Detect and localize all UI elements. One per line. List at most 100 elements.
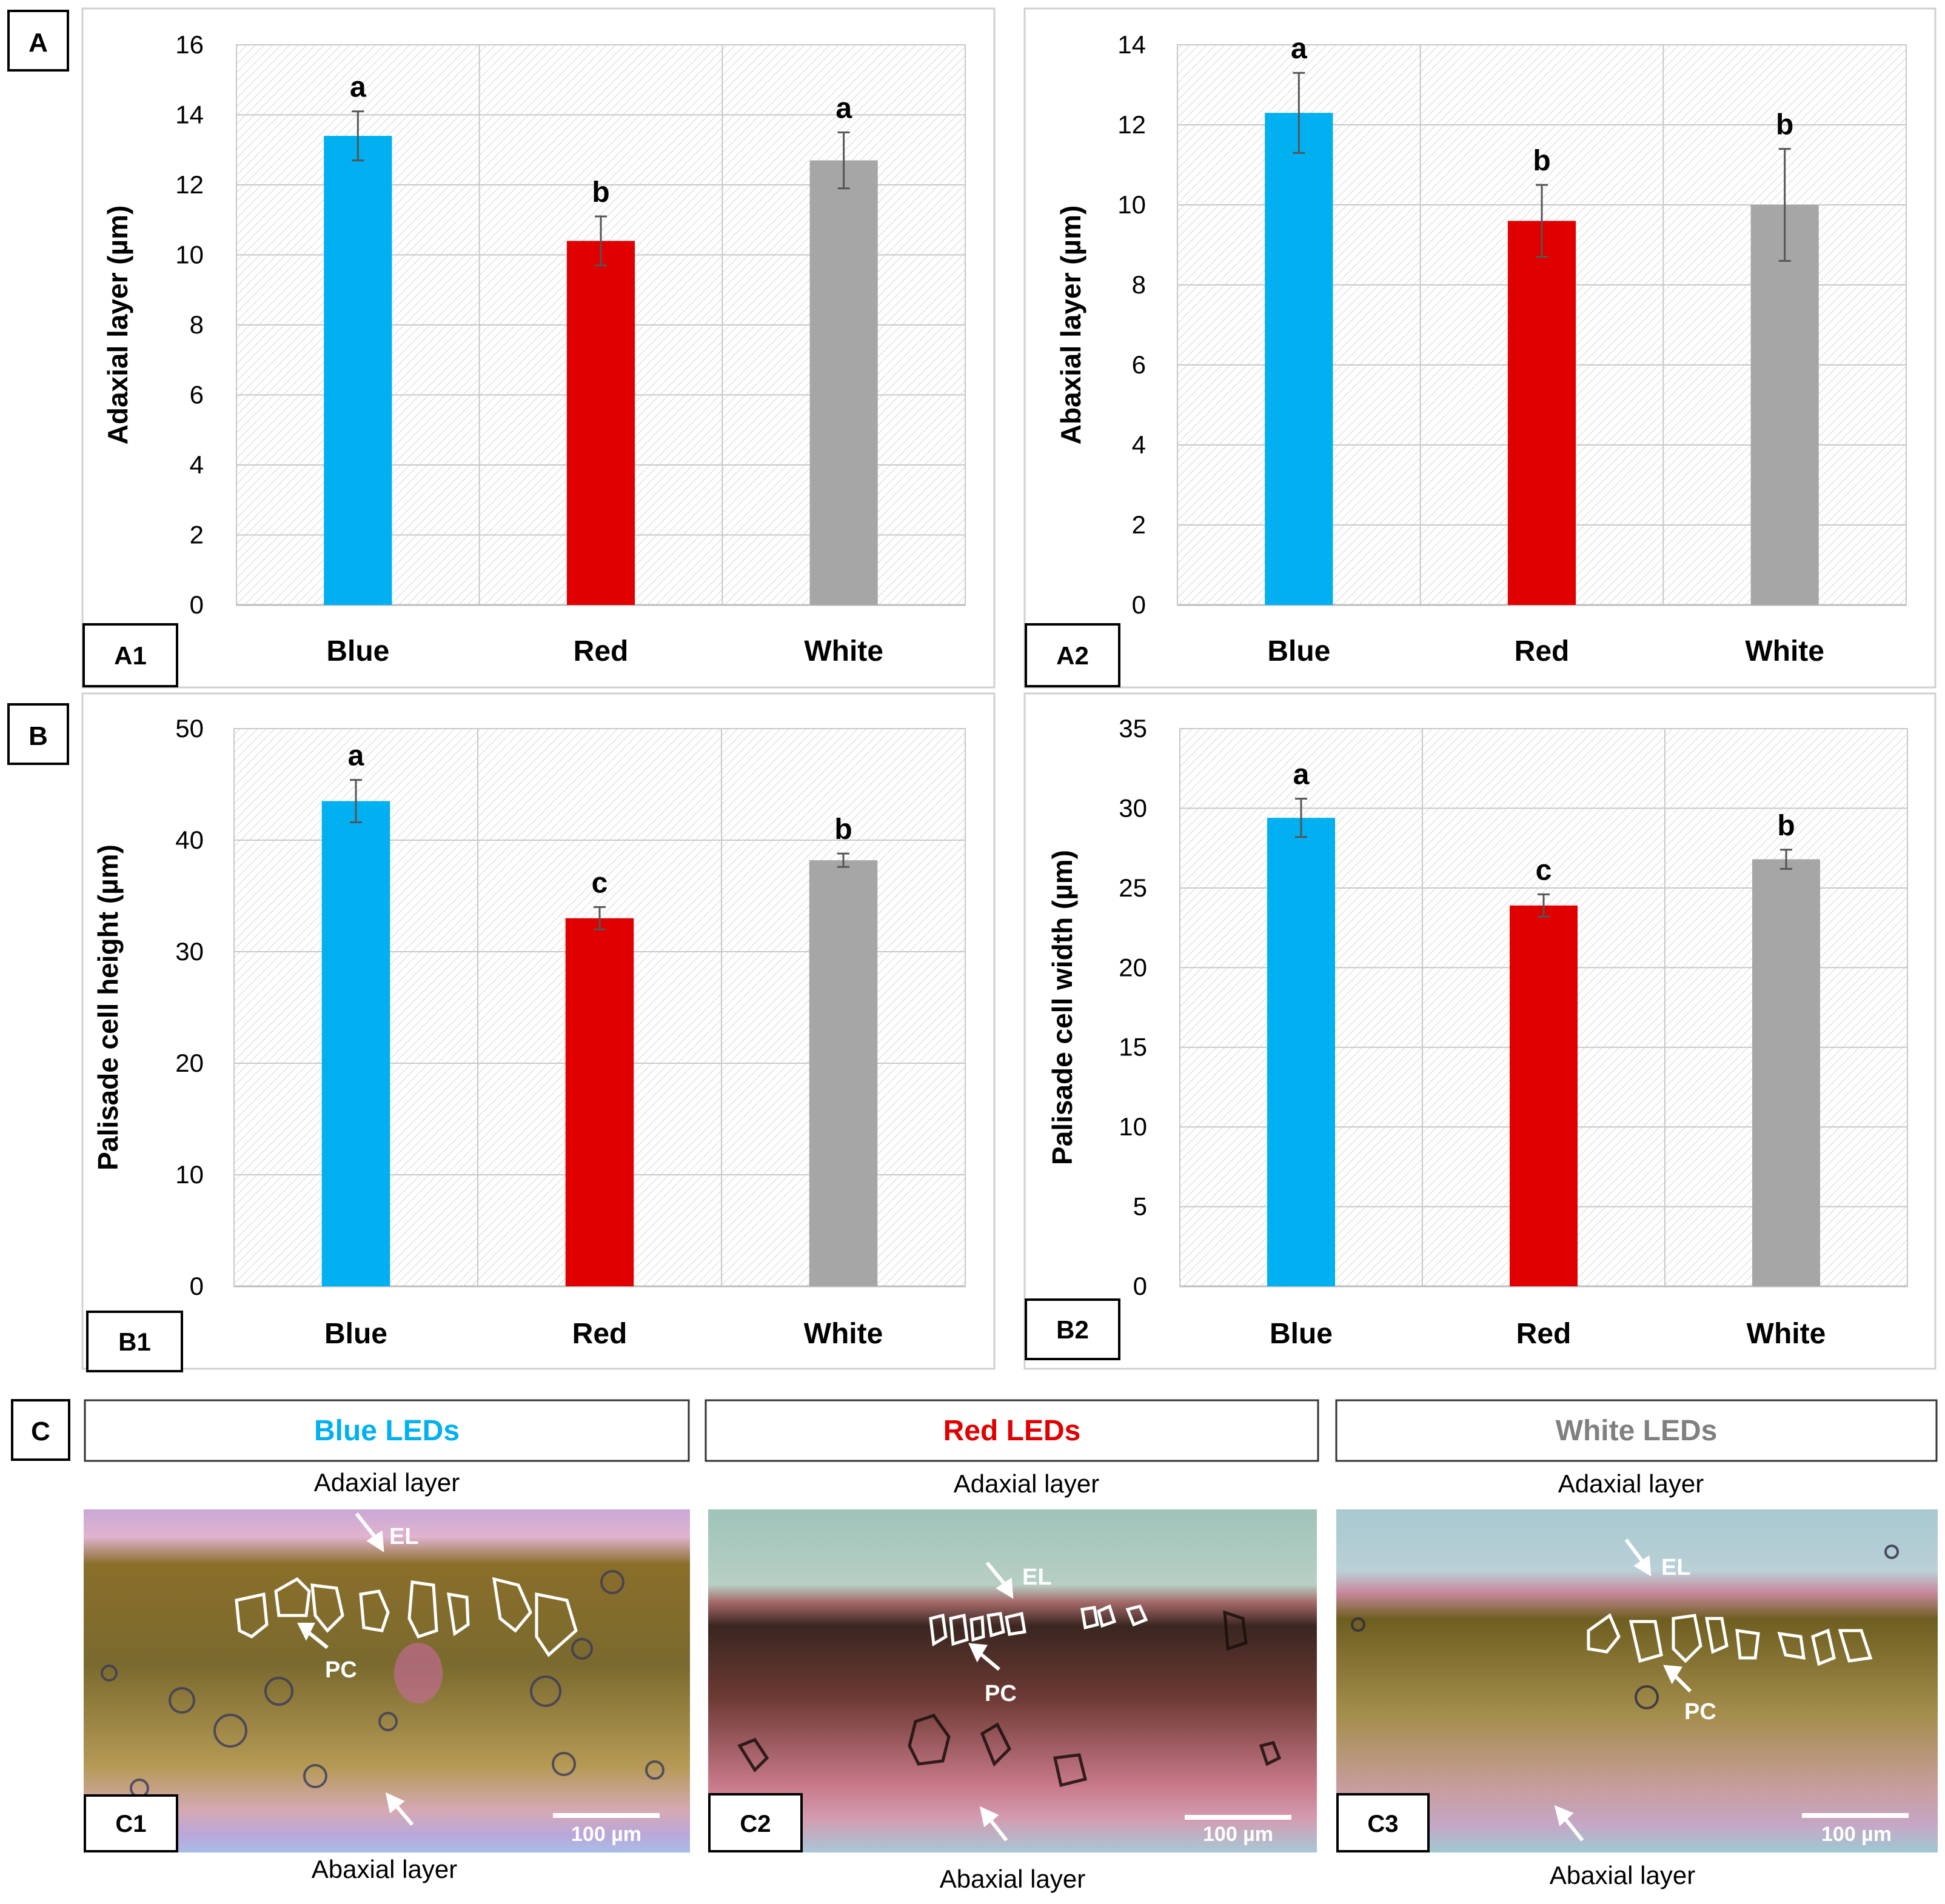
b2-category-label-red: Red [1516,1318,1572,1350]
c3-el-arrow [1624,1538,1652,1577]
b2-bar-red [1510,905,1578,1286]
c1-panel-label: C1 [115,1811,146,1837]
header-red-leds-text: Red LEDs [943,1415,1081,1447]
b1-bar-blue [321,801,390,1286]
c3-scale-label: 100 µm [1821,1823,1892,1846]
panel-label-C-text: C [31,1417,50,1446]
a1-significance-letter-red: b [592,176,609,209]
b1-category-label-white: White [804,1318,883,1350]
b2-panel-label: B2 [1056,1315,1089,1344]
a1-bar-white [809,160,878,605]
b2-ytick-label: 20 [1119,953,1147,981]
a2-ytick-label: 4 [1132,430,1146,459]
c3-palisade-cells [1587,1613,1873,1666]
b1-category-label-blue: Blue [324,1318,387,1350]
c3-abaxial-arrow [1554,1805,1584,1842]
c1-palisade-cells [235,1577,578,1657]
c1-pc-arrow [297,1623,329,1649]
c1-pc-label: PC [325,1657,357,1683]
b1-ytick-label: 10 [175,1160,204,1189]
b2-panel-label-box [1025,1298,1120,1360]
a2-ytick-label: 14 [1117,30,1146,59]
a1-ytick-label: 12 [175,170,204,199]
b1-ytick-label: 30 [175,937,204,966]
c2-top-label: Adaxial layer [954,1469,1099,1498]
panel-label-A: A [7,10,69,72]
c2-bottom-label: Abaxial layer [940,1865,1085,1893]
a2-y-axis-label: Abaxial layer (µm) [1055,205,1086,445]
micrograph-c1: EL PC 100 µm C1 [84,1509,690,1852]
a1-significance-letter-blue: a [350,72,366,104]
b1-panel-label: B1 [118,1328,151,1356]
b1-ytick-label: 40 [175,826,204,854]
chart-A2: 0 2 4 6 8 10 12 14 Abaxial layer (µm) a Blue b Red b W… [1023,7,1937,689]
c2-scale-label: 100 µm [1203,1823,1273,1846]
b2-y-axis-label: Palisade cell width (µm) [1046,850,1078,1165]
b2-ytick-label: 0 [1133,1272,1147,1300]
b1-significance-letter-blue: a [348,740,364,772]
micrograph-c3: EL PC 100 µm C3 [1336,1509,1938,1852]
a1-category-label-white: White [804,635,883,667]
b2-category-label-blue: Blue [1270,1318,1333,1350]
b2-bar-white [1752,859,1820,1286]
c1-bottom-label: Abaxial layer [312,1855,457,1883]
a1-significance-letter-white: a [835,92,852,124]
c3-pc-label: PC [1684,1699,1716,1725]
a2-panel-label-box [1025,623,1120,687]
header-blue-leds-text: Blue LEDs [314,1415,460,1447]
b2-ytick-label: 5 [1133,1192,1147,1221]
b2-significance-letter-white: b [1777,810,1795,842]
a2-bar-blue [1265,113,1333,605]
a1-ytick-label: 4 [190,450,204,479]
b2-significance-letter-red: c [1536,854,1552,886]
a1-bar-blue [324,136,392,605]
a2-bar-white [1750,205,1819,605]
a1-ytick-label: 16 [175,30,204,59]
b1-bar-white [809,860,878,1286]
a2-ytick-label: 2 [1132,510,1146,539]
a2-significance-letter-blue: a [1291,33,1307,65]
a1-ytick-label: 2 [190,521,204,549]
c3-panel-label: C3 [1367,1811,1398,1837]
b1-ytick-label: 20 [175,1049,204,1077]
a1-y-axis-label: Adaxial layer (µm) [102,205,133,445]
c3-texture [1351,1545,1899,1709]
header-white-leds-text: White LEDs [1556,1415,1718,1447]
a2-ytick-label: 12 [1117,110,1146,139]
a2-ytick-label: 10 [1117,190,1146,219]
a2-ytick-label: 6 [1132,350,1146,379]
a2-category-label-blue: Blue [1267,635,1330,667]
a1-ytick-label: 8 [190,310,204,339]
c2-panel-label: C2 [740,1811,771,1837]
c2-el-arrow [985,1562,1014,1599]
b1-y-axis-label: Palisade cell height (µm) [92,844,124,1171]
header-blue-leds: Blue LEDs [84,1399,690,1462]
b1-panel-label-box [86,1311,183,1372]
b2-significance-letter-blue: a [1293,759,1310,791]
b2-ytick-label: 15 [1119,1033,1147,1061]
a2-significance-letter-white: b [1776,109,1793,141]
chart-B1: 0 10 20 30 40 50 Palisade cell height (µm) a Blu… [81,692,996,1372]
c3-top-label: Adaxial layer [1558,1469,1704,1498]
c1-top-label: Adaxial layer [314,1468,460,1497]
b2-ytick-label: 30 [1119,793,1147,822]
a2-panel-label: A2 [1056,641,1089,670]
c2-pc-label: PC [985,1681,1017,1706]
a1-category-label-red: Red [574,635,629,667]
b1-significance-letter-white: b [834,813,852,846]
b2-ytick-label: 25 [1119,874,1147,902]
a2-ytick-label: 8 [1132,270,1146,299]
header-red-leds: Red LEDs [705,1399,1319,1462]
b1-ytick-label: 50 [175,714,204,743]
a1-ytick-label: 6 [190,381,204,409]
c3-pc-arrow [1663,1665,1692,1693]
a2-bar-red [1507,221,1576,605]
a1-category-label-blue: Blue [326,635,389,667]
c2-palisade-cells [929,1604,1148,1647]
c2-texture [737,1610,1282,1788]
a1-panel-label-box [82,623,178,687]
chart-B2: 0 5 10 15 20 25 30 35 Palisade cell width (µm) a B… [1023,692,1937,1370]
panel-label-B-text: B [28,721,48,751]
a1-panel-label: A1 [114,641,147,670]
